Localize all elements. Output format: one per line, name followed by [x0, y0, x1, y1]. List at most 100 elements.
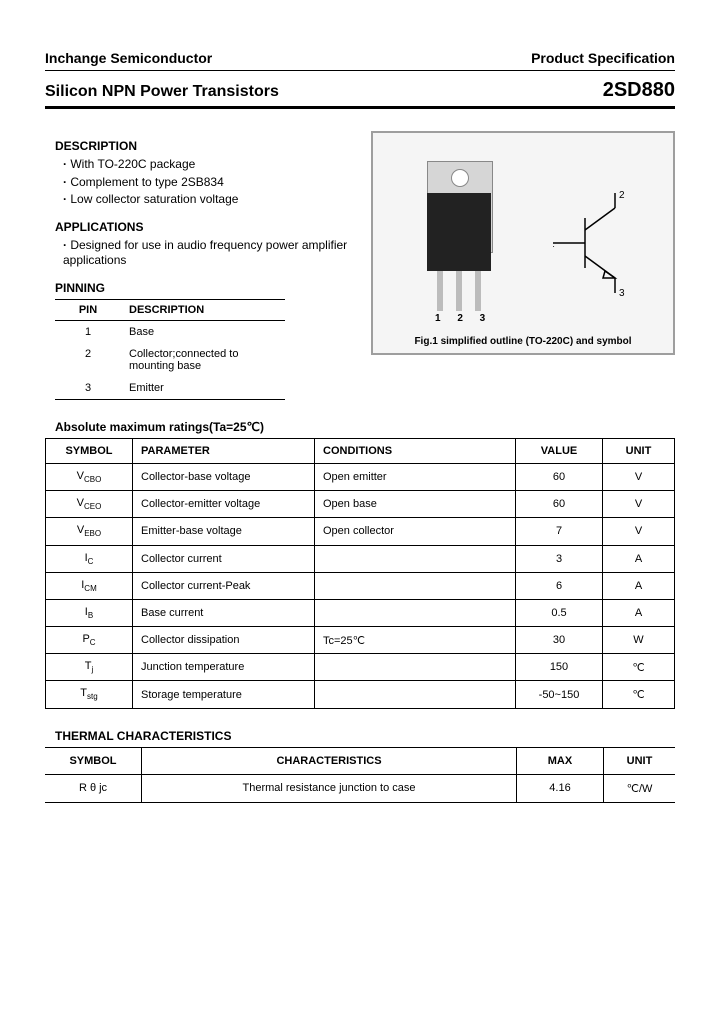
ratings-unit: A [603, 572, 675, 599]
pinning-heading: PINNING [55, 281, 359, 295]
pin-num: 2 [55, 343, 121, 377]
pinning-row: 1Base [55, 320, 285, 343]
package-hole-icon [451, 169, 469, 187]
ratings-row: VEBOEmitter-base voltageOpen collector7V [46, 518, 675, 545]
figure-box: 1 2 3 1 2 3 Fig.1 simplified outline (TO… [371, 131, 675, 355]
ratings-unit: A [603, 545, 675, 572]
figure-caption: Fig.1 simplified outline (TO-220C) and s… [373, 336, 673, 347]
ratings-unit: V [603, 491, 675, 518]
ratings-parameter: Storage temperature [133, 681, 315, 708]
upper-layout: DESCRIPTION With TO-220C package Complem… [45, 127, 675, 400]
title-row: Silicon NPN Power Transistors 2SD880 [45, 79, 675, 102]
pinning-table: PIN DESCRIPTION 1Base 2Collector;connect… [55, 299, 285, 400]
ratings-value: 7 [516, 518, 603, 545]
thermal-heading: THERMAL CHARACTERISTICS [55, 729, 675, 743]
pin-desc: Emitter [121, 377, 285, 400]
ratings-parameter: Collector dissipation [133, 627, 315, 654]
ratings-symbol: IC [46, 545, 133, 572]
applications-list: Designed for use in audio frequency powe… [63, 238, 359, 269]
ratings-value: 150 [516, 654, 603, 681]
company-name: Inchange Semiconductor [45, 50, 212, 66]
datasheet-page: Inchange Semiconductor Product Specifica… [0, 0, 720, 1012]
ratings-value: 0.5 [516, 599, 603, 626]
ratings-col-symbol: SYMBOL [46, 438, 133, 463]
ratings-unit: V [603, 518, 675, 545]
ratings-value: 30 [516, 627, 603, 654]
upper-left-col: DESCRIPTION With TO-220C package Complem… [45, 127, 359, 400]
ratings-row: VCBOCollector-base voltageOpen emitter60… [46, 463, 675, 490]
thermal-col-unit: UNIT [604, 747, 676, 774]
ratings-symbol: IB [46, 599, 133, 626]
description-list: With TO-220C package Complement to type … [63, 157, 359, 208]
transistor-symbol-icon: 1 2 3 [553, 188, 643, 298]
ratings-unit: ℃ [603, 681, 675, 708]
package-lead-icon [475, 271, 481, 311]
ratings-row: ICCollector current 3A [46, 545, 675, 572]
thermal-row: R θ jc Thermal resistance junction to ca… [45, 774, 675, 802]
description-heading: DESCRIPTION [55, 139, 359, 153]
ratings-value: -50~150 [516, 681, 603, 708]
thermal-col-characteristics: CHARACTERISTICS [142, 747, 517, 774]
ratings-conditions: Open base [315, 491, 516, 518]
ratings-unit: W [603, 627, 675, 654]
ratings-conditions [315, 572, 516, 599]
ratings-parameter: Collector current [133, 545, 315, 572]
ratings-parameter: Base current [133, 599, 315, 626]
pin-desc: Collector;connected to mounting base [121, 343, 285, 377]
ratings-symbol: ICM [46, 572, 133, 599]
ratings-row: VCEOCollector-emitter voltageOpen base60… [46, 491, 675, 518]
ratings-conditions [315, 545, 516, 572]
ratings-row: PCCollector dissipationTc=25℃30W [46, 627, 675, 654]
pin-num: 1 [55, 320, 121, 343]
lead-labels: 1 2 3 [435, 313, 492, 324]
ratings-parameter: Junction temperature [133, 654, 315, 681]
package-body-icon [427, 193, 491, 271]
ratings-conditions [315, 654, 516, 681]
pin-num: 3 [55, 377, 121, 400]
description-item: With TO-220C package [63, 157, 359, 173]
applications-item: Designed for use in audio frequency powe… [63, 238, 359, 269]
ratings-col-conditions: CONDITIONS [315, 438, 516, 463]
rule-thin-top [45, 70, 675, 71]
ratings-value: 3 [516, 545, 603, 572]
ratings-parameter: Emitter-base voltage [133, 518, 315, 545]
ratings-symbol: VCBO [46, 463, 133, 490]
doc-type: Product Specification [531, 50, 675, 66]
ratings-unit: A [603, 599, 675, 626]
part-number: 2SD880 [603, 79, 675, 102]
ratings-col-value: VALUE [516, 438, 603, 463]
ratings-parameter: Collector-base voltage [133, 463, 315, 490]
ratings-symbol: VCEO [46, 491, 133, 518]
svg-text:2: 2 [619, 190, 625, 201]
package-lead-icon [437, 271, 443, 311]
thermal-char: Thermal resistance junction to case [142, 774, 517, 802]
thermal-max: 4.16 [517, 774, 604, 802]
ratings-col-parameter: PARAMETER [133, 438, 315, 463]
rule-thick [45, 106, 675, 109]
ratings-conditions [315, 599, 516, 626]
ratings-conditions: Tc=25℃ [315, 627, 516, 654]
ratings-value: 60 [516, 491, 603, 518]
ratings-heading: Absolute maximum ratings(Ta=25℃) [55, 420, 675, 434]
pinning-col-desc: DESCRIPTION [121, 299, 285, 320]
product-family: Silicon NPN Power Transistors [45, 83, 279, 101]
ratings-symbol: PC [46, 627, 133, 654]
ratings-conditions: Open emitter [315, 463, 516, 490]
thermal-col-symbol: SYMBOL [45, 747, 142, 774]
ratings-table: SYMBOL PARAMETER CONDITIONS VALUE UNIT V… [45, 438, 675, 709]
ratings-value: 60 [516, 463, 603, 490]
pinning-row: 2Collector;connected to mounting base [55, 343, 285, 377]
ratings-parameter: Collector-emitter voltage [133, 491, 315, 518]
ratings-parameter: Collector current-Peak [133, 572, 315, 599]
package-lead-icon [456, 271, 462, 311]
description-item: Low collector saturation voltage [63, 192, 359, 208]
ratings-conditions [315, 681, 516, 708]
description-item: Complement to type 2SB834 [63, 175, 359, 191]
svg-text:1: 1 [553, 239, 555, 250]
ratings-symbol: Tj [46, 654, 133, 681]
page-header: Inchange Semiconductor Product Specifica… [45, 50, 675, 66]
thermal-col-max: MAX [517, 747, 604, 774]
ratings-row: IBBase current 0.5A [46, 599, 675, 626]
ratings-unit: V [603, 463, 675, 490]
pinning-row: 3Emitter [55, 377, 285, 400]
